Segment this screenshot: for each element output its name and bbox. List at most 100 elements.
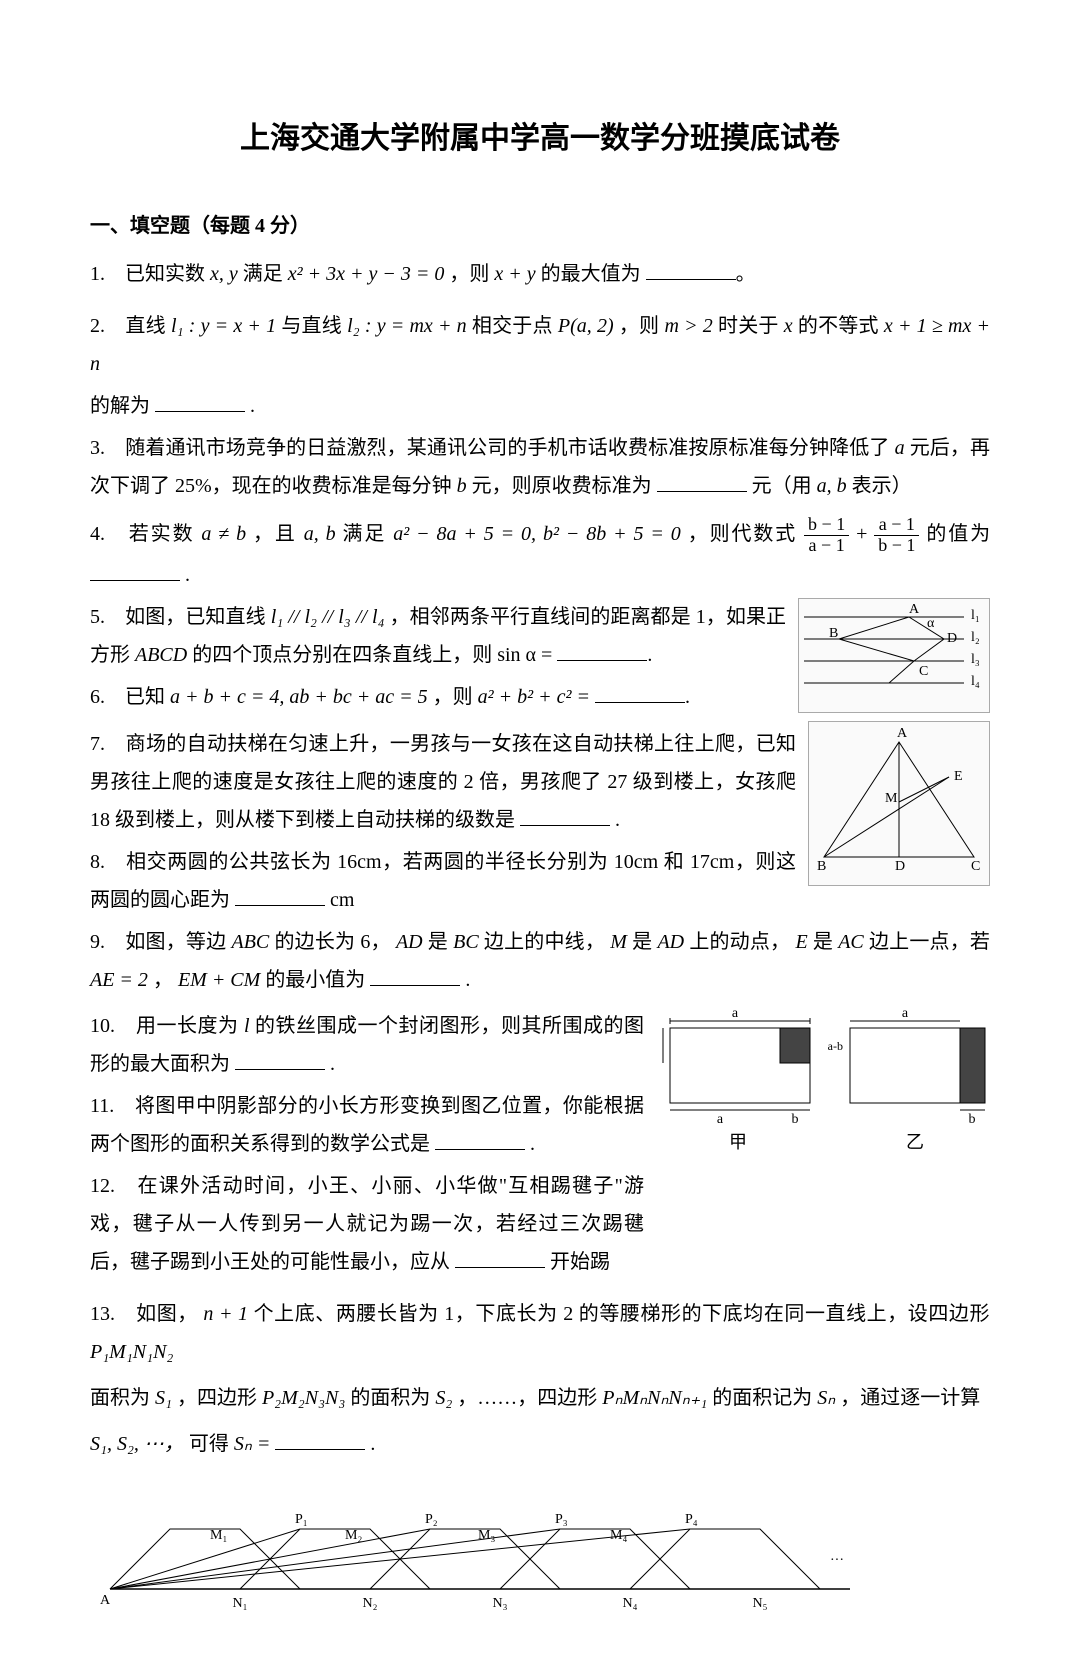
q9-t4: 是: [632, 931, 657, 953]
question-10: 10. 用一长度为 l 的铁丝围成一个封闭图形，则其所围成的图形的最大面积为 .: [90, 1007, 644, 1083]
blank: [90, 560, 180, 581]
q13-t5: 的面积为: [350, 1387, 435, 1409]
q11-t2: .: [530, 1133, 535, 1155]
blank: [370, 965, 460, 986]
q13-t2: 个上底、两腰长皆为 1，下底长为 2 的等腰梯形的下底均在同一直线上，设四边形: [254, 1303, 990, 1325]
q2-cond: m > 2: [664, 315, 712, 337]
q4-plus: +: [856, 523, 874, 545]
q9-abc: ABC: [231, 931, 269, 953]
fdots: ···: [830, 1553, 844, 1568]
svg-q5: A B D C α l₁ l₂ l₃ l₄: [799, 599, 989, 699]
q9-t3: 边上的中线，: [484, 931, 605, 953]
fP3: P₃: [555, 1512, 568, 1527]
q13-t9: 可得: [189, 1433, 234, 1455]
q4-t3: 满足: [343, 523, 394, 545]
q1-m1: 满足: [243, 263, 288, 285]
tM: M: [885, 791, 898, 806]
q9-AC: AC: [838, 931, 864, 953]
frac-num: a − 1: [874, 515, 919, 536]
tB: B: [817, 859, 826, 872]
q12-t2: 开始踢: [550, 1251, 610, 1273]
q9-t1b: 的边长为 6，: [274, 931, 390, 953]
q13-Sneq: Sₙ =: [234, 1433, 270, 1455]
blank: [155, 391, 245, 412]
fM1: M₁: [210, 1528, 227, 1543]
svg-q13: A P₁ P₂ P₃ P₄ M₁ M₂ M₃ M₄ N₁ N₂ N₃ N₄ N₅…: [90, 1479, 910, 1619]
q9-BC: BC: [453, 931, 479, 953]
q10-l: l: [244, 1015, 250, 1037]
lblC: C: [919, 664, 928, 679]
q2-x: x: [784, 315, 793, 337]
q9-t1: 9. 如图，等边: [90, 931, 231, 953]
q13-P2: P₂M₂N₃N₃: [262, 1387, 345, 1409]
q13-P1: P₁M₁N₁N₂: [90, 1341, 173, 1363]
q9-t8: ，: [153, 969, 173, 991]
q9-t7: 边上一点，若: [869, 931, 990, 953]
question-11: 11. 将图甲中阴影部分的小长方形变换到图乙位置，你能根据两个图形的面积关系得到…: [90, 1087, 644, 1163]
fM4: M₄: [610, 1528, 627, 1543]
yb: b: [969, 1112, 976, 1127]
q9-AE: AE = 2: [90, 969, 148, 991]
q13-t1: 13. 如图，: [90, 1303, 198, 1325]
svg-q9: A B C D E M: [809, 722, 989, 872]
frac-den: a − 1: [804, 536, 849, 556]
blank: [235, 885, 325, 906]
q6-eq2: a² + b² + c² =: [478, 686, 590, 708]
ll1: l₁: [971, 608, 980, 623]
q2-m2: 相交于点: [472, 315, 558, 337]
q13-S12: S₁, S₂, ⋯，: [90, 1433, 184, 1455]
q10-t3: .: [330, 1053, 335, 1075]
blank: [595, 682, 685, 703]
q1-m2: ，则: [449, 263, 494, 285]
q9-t5: 上的动点，: [689, 931, 790, 953]
q9-t10: .: [465, 969, 470, 991]
q11-t1: 11. 将图甲中阴影部分的小长方形变换到图乙位置，你能根据两个图形的面积关系得到…: [90, 1095, 644, 1155]
question-9: 9. 如图，等边 ABC 的边长为 6， AD 是 BC 边上的中线， M 是 …: [90, 923, 990, 999]
blank: [646, 259, 736, 280]
q13-t10: .: [370, 1433, 375, 1455]
tD: D: [895, 859, 905, 872]
q2-m5: 的不等式: [798, 315, 884, 337]
q3-t3: 元，则原收费标准为: [472, 475, 652, 497]
ya: a: [902, 1006, 909, 1021]
tC: C: [971, 859, 980, 872]
figure-q5: A B D C α l₁ l₂ l₃ l₄: [798, 598, 990, 713]
lblA: A: [909, 602, 920, 617]
q4-ab: a, b: [304, 523, 336, 545]
yi: 乙: [906, 1132, 924, 1152]
fM3: M₃: [478, 1528, 495, 1543]
q13-S1: S₁: [155, 1387, 172, 1409]
fP4: P₄: [685, 1512, 698, 1527]
q4-t1: 4. 若实数: [90, 523, 201, 545]
q9-AD: AD: [396, 931, 423, 953]
q2-l2: l₂ : y = mx + n: [347, 315, 467, 337]
q1-xy: x, y: [210, 263, 238, 285]
q3-b: b: [457, 475, 467, 497]
q10-t1: 10. 用一长度为: [90, 1015, 244, 1037]
fN4: N₄: [623, 1596, 638, 1611]
q7-t2: .: [615, 809, 620, 831]
lblalpha: α: [927, 616, 935, 631]
fN2: N₂: [363, 1596, 378, 1611]
exam-page: 上海交通大学附属中学高一数学分班摸底试卷 一、填空题（每题 4 分） 1. 已知…: [0, 0, 1080, 1672]
question-13b: 面积为 S₁ ，四边形 P₂M₂N₃N₃ 的面积为 S₂ ，……，四边形 PₙM…: [90, 1379, 990, 1417]
question-13: 13. 如图， n + 1 个上底、两腰长皆为 1，下底长为 2 的等腰梯形的下…: [90, 1295, 990, 1371]
q9-E: E: [795, 931, 807, 953]
q4-eq: a² − 8a + 5 = 0, b² − 8b + 5 = 0: [393, 523, 681, 545]
page-title: 上海交通大学附属中学高一数学分班摸底试卷: [90, 110, 990, 167]
q2-P: P(a, 2): [558, 315, 614, 337]
question-4: 4. 若实数 a ≠ b ，且 a, b 满足 a² − 8a + 5 = 0,…: [90, 515, 990, 594]
section-heading: 一、填空题（每题 4 分）: [90, 207, 990, 245]
q4-frac2: a − 1 b − 1: [874, 515, 919, 556]
q4-frac1: b − 1 a − 1: [804, 515, 849, 556]
q5-t1: 5. 如图，已知直线: [90, 606, 271, 628]
q6-eq1: a + b + c = 4, ab + bc + ac = 5: [170, 686, 428, 708]
lblB: B: [829, 626, 838, 641]
q3-a: a: [895, 437, 905, 459]
jia: 甲: [729, 1132, 747, 1152]
lblD: D: [947, 631, 957, 646]
question-2: 2. 直线 l₁ : y = x + 1 与直线 l₂ : y = mx + n…: [90, 307, 990, 383]
q8-t1: 8. 相交两圆的公共弦长为 16cm，若两圆的半径长分别为 10cm 和 17c…: [90, 851, 796, 911]
q13-Sn: Sₙ: [817, 1387, 835, 1409]
fM2: M₂: [345, 1528, 362, 1543]
